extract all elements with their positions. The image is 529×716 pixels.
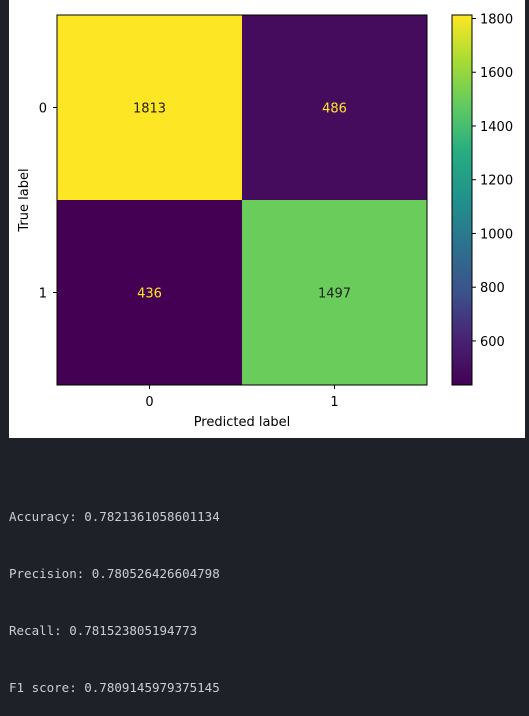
accuracy-line: Accuracy: 0.7821361058601134 (9, 509, 220, 524)
cell-1-0 (57, 200, 242, 385)
recall-line: Recall: 0.781523805194773 (9, 623, 198, 638)
colorbar: 600 800 1000 1200 1400 1600 1800 (451, 12, 513, 386)
y-tick-label: 0 (39, 102, 47, 117)
cell-value-0-0: 1813 (133, 102, 166, 117)
cell-1-1 (242, 200, 427, 385)
colorbar-tick-label: 1800 (480, 12, 513, 27)
cell-annotations: 1813 486 436 1497 (133, 102, 351, 302)
cell-value-1-1: 1497 (318, 287, 351, 302)
f1-score-line: F1 score: 0.7809145979375145 (9, 680, 220, 695)
colorbar-tick-label: 800 (480, 281, 505, 296)
y-axis-label: True label (17, 168, 32, 232)
metrics-output: Accuracy: 0.7821361058601134 Precision: … (9, 469, 220, 716)
colorbar-ticks: 600 800 1000 1200 1400 1600 1800 (472, 12, 513, 350)
cell-value-1-0: 436 (137, 287, 162, 302)
cell-value-0-1: 486 (322, 102, 347, 117)
matrix-frame (56, 14, 428, 386)
colorbar-tick-label: 1000 (480, 227, 513, 242)
cell-0-1 (242, 15, 427, 200)
colorbar-tick-label: 1200 (480, 174, 513, 189)
colorbar-tick-label: 600 (480, 335, 505, 350)
x-axis-label: Predicted label (194, 415, 291, 430)
x-tick-label: 1 (330, 395, 338, 410)
x-tick-label: 0 (145, 395, 153, 410)
precision-line: Precision: 0.780526426604798 (9, 566, 220, 581)
cell-0-0 (57, 15, 242, 200)
y-tick-label: 1 (39, 287, 47, 302)
colorbar-tick-label: 1400 (480, 120, 513, 135)
colorbar-tick-label: 1600 (480, 66, 513, 81)
colorbar-gradient (451, 14, 473, 386)
y-axis-ticks: 01 (39, 102, 57, 302)
matrix-cells (57, 15, 427, 385)
